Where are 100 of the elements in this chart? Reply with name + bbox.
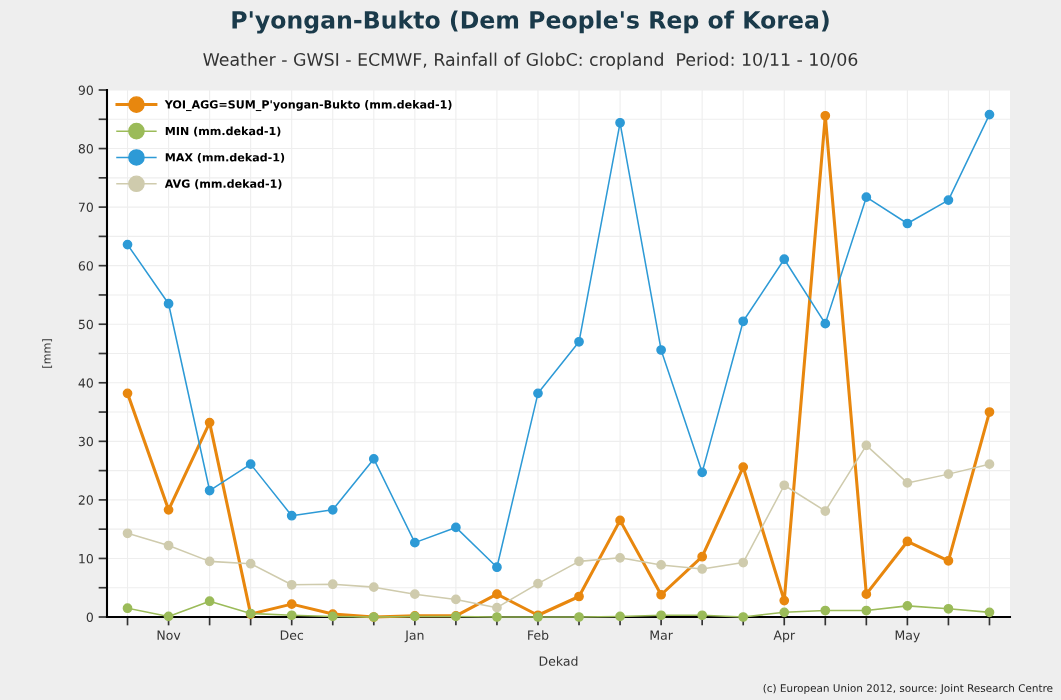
point [738,612,749,622]
point [902,478,913,488]
point [492,602,502,613]
point [409,589,420,600]
point [574,612,584,622]
point [861,589,872,600]
point [861,192,872,203]
point [574,591,584,602]
y-tick-label: 30 [78,436,93,447]
point [122,603,133,614]
y-axis-title: [mm] [42,339,53,368]
point [820,110,831,121]
point [902,536,913,547]
point [122,528,133,539]
point [697,564,708,574]
point [615,117,625,128]
y-tick-label: 80 [78,144,93,154]
legend-label: YOI_AGG=SUM_P'yongan-Bukto (mm.dekad-1) [164,100,452,112]
x-tick-label: May [895,630,920,643]
point [204,485,215,496]
point [492,562,502,573]
point [943,555,954,566]
point [163,298,174,309]
point [574,336,584,347]
x-tick-label: Feb [528,630,549,640]
point [902,218,913,229]
point [902,601,913,611]
point [615,552,625,563]
point [368,582,379,592]
y-tick-label: 90 [78,85,93,95]
point [286,599,297,609]
point [368,454,379,464]
point [615,515,625,526]
point [286,579,297,590]
point [697,467,708,478]
point [286,610,297,621]
point [533,388,543,399]
point [943,469,954,479]
y-tick-label: 10 [79,553,93,564]
point [204,556,215,567]
point [656,345,666,355]
point [820,506,831,516]
point [533,578,543,589]
point [163,540,174,551]
point [779,480,790,491]
point [738,316,749,327]
point [492,589,502,600]
y-tick-label: 70 [78,202,93,213]
text: (c) European Union 2012, source: Joint Research Centre [763,683,1053,695]
y-tick-label: 0 [86,612,93,622]
point [656,560,666,570]
point [451,522,461,533]
y-tick-label: 50 [78,319,93,330]
point [204,417,215,428]
point [204,596,215,607]
point [779,607,790,618]
point [984,607,995,618]
point [163,611,174,622]
point [327,579,338,590]
point [245,459,256,470]
point [286,510,297,521]
point [943,195,954,205]
y-tick-label: 60 [78,261,93,271]
chart-subtitle: Weather - GWSI - ECMWF, Rainfall of GlobC: cropland Period: 10/11 - 10/06 [203,52,858,70]
point [409,537,420,548]
legend-label: AVG (mm.dekad-1) [164,179,282,190]
legend-label: MAX (mm.dekad-1) [165,152,285,163]
point [697,551,708,562]
point [779,254,790,265]
point [122,239,133,250]
point [861,605,872,616]
point [738,557,749,568]
x-tick-label: Jan [404,630,424,643]
point [327,504,338,515]
legend-label: MIN (mm.dekad-1) [165,126,281,137]
x-tick-label: Mar [650,630,673,640]
point [738,462,749,472]
point [656,589,666,600]
point [984,407,995,417]
point [943,603,954,614]
x-axis-title: Dekad [539,656,578,666]
point [492,612,502,622]
point [245,558,256,569]
point [820,318,831,329]
point [820,605,831,616]
chart-title: P'yongan-Bukto (Dem People's Rep of Korea) [232,10,829,34]
point [122,388,133,399]
point [779,595,790,606]
point [451,594,461,605]
point [656,610,666,621]
point [984,459,995,470]
x-tick-label: Dec [280,630,304,640]
y-tick-label: 40 [78,378,93,388]
y-tick-label: 20 [78,495,93,505]
point [861,440,872,451]
x-tick-label: Apr [773,630,796,643]
point [163,504,174,515]
point [574,556,584,567]
point [615,611,625,622]
point [697,610,708,621]
